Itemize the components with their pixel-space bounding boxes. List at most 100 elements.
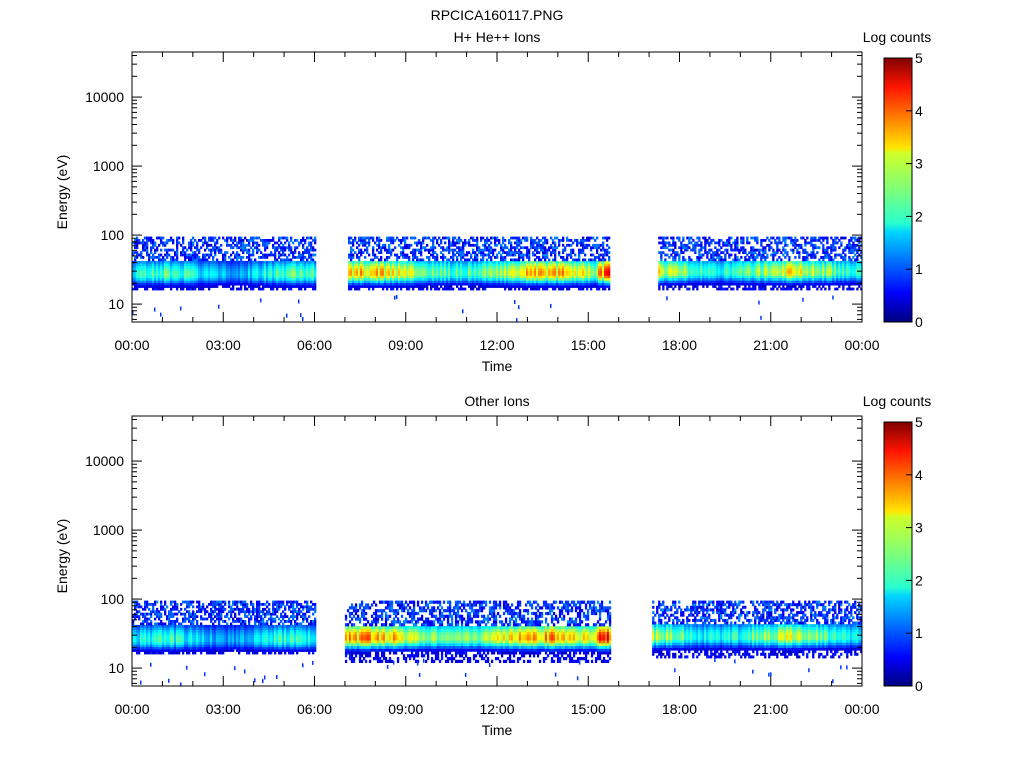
spectrogram-cell xyxy=(700,268,703,271)
spectrogram-cell xyxy=(280,273,283,276)
spectrogram-cell xyxy=(734,256,737,259)
spectrogram-cell xyxy=(604,285,607,288)
spectrogram-cell xyxy=(758,263,761,267)
spectrogram-cell xyxy=(180,275,183,279)
spectrogram-cell xyxy=(582,265,585,269)
spectrogram-cell xyxy=(306,285,309,288)
spectrogram-cell xyxy=(176,260,179,264)
spectrogram-cell xyxy=(684,268,687,271)
spectrogram-cell xyxy=(154,241,157,245)
spectrogram-cell xyxy=(592,243,595,247)
spectrogram-cell xyxy=(546,280,549,284)
spectrogram-cell xyxy=(788,275,791,279)
spectrogram-cell xyxy=(500,285,503,288)
spectrogram-cell xyxy=(778,265,781,269)
spectrogram-cell xyxy=(550,282,553,286)
spectrogram-cell xyxy=(210,270,213,274)
spectrogram-cell xyxy=(458,241,461,245)
spectrogram-cell xyxy=(456,265,459,269)
spectrogram-cell xyxy=(136,280,139,284)
spectrogram-cell xyxy=(138,277,141,281)
spectrogram-cell xyxy=(358,263,361,267)
spectrogram-cell xyxy=(678,253,681,257)
spectrogram-cell xyxy=(414,241,417,245)
spectrogram-cell xyxy=(350,268,353,271)
spectrogram-cell xyxy=(300,273,303,276)
spectrogram-cell xyxy=(738,258,741,262)
spectrogram-cell xyxy=(370,268,373,271)
spectrogram-cell xyxy=(804,239,807,242)
spectrogram-cell xyxy=(404,282,407,286)
spectrogram-cell xyxy=(224,277,227,281)
spectrogram-cell xyxy=(740,263,743,267)
spectrogram-cell xyxy=(174,270,177,274)
spectrogram-cell xyxy=(376,285,379,288)
spectrogram-cell xyxy=(804,256,807,259)
data-segment-3 xyxy=(658,236,863,320)
spectrogram-cell xyxy=(402,246,405,250)
spectrogram-cell xyxy=(214,275,217,279)
spectrogram-cell xyxy=(218,251,221,254)
spectrogram-cell xyxy=(670,263,673,267)
spectrogram-cell xyxy=(582,270,585,274)
spectrogram-cell xyxy=(572,285,575,288)
spectrogram-cell xyxy=(504,275,507,279)
spectrogram-cell xyxy=(310,258,313,262)
spectrogram-cell xyxy=(432,280,435,284)
spectrogram-cell xyxy=(374,265,377,269)
spectrogram-cell xyxy=(352,265,355,269)
spectrogram-cell xyxy=(762,277,765,281)
spectrogram-cell xyxy=(434,287,437,291)
spectrogram-cell xyxy=(606,268,609,271)
spectrogram-cell xyxy=(438,282,441,286)
spectrogram-cell xyxy=(208,256,211,259)
spectrogram-cell xyxy=(270,239,273,242)
spectrogram-cell xyxy=(428,265,431,269)
spectrogram-cell xyxy=(146,260,149,264)
spectrogram-cell xyxy=(784,277,787,281)
spectrogram-cell xyxy=(594,246,597,250)
spectrogram-cell xyxy=(586,282,589,286)
spectrogram-cell xyxy=(408,265,411,269)
spectrogram-cell xyxy=(474,280,477,284)
spectrogram-cell xyxy=(244,236,247,240)
spectrogram-cell xyxy=(760,275,763,279)
spectrogram-cell xyxy=(356,253,359,257)
spectrogram-cell xyxy=(260,251,263,254)
spectrogram-cell xyxy=(436,280,439,284)
spectrogram-cell xyxy=(524,246,527,250)
spectrogram-cell xyxy=(758,277,761,281)
spectrogram-cell xyxy=(258,265,261,269)
spectrogram-cell xyxy=(692,273,695,276)
spectrogram-cell xyxy=(716,282,719,286)
spectrogram-cell xyxy=(742,241,745,245)
spectrogram-cell xyxy=(160,236,163,240)
spectrogram-cell xyxy=(534,239,537,242)
spectrogram-cell xyxy=(536,256,539,259)
spectrogram-cell xyxy=(462,243,465,247)
spectrogram-cell xyxy=(240,282,243,286)
spectrogram-cell xyxy=(796,277,799,281)
spectrogram-cell xyxy=(436,275,439,279)
spectrogram-cell xyxy=(214,248,217,252)
spectrogram-cell xyxy=(272,246,275,250)
spectrogram-cell xyxy=(312,282,315,286)
spectrogram-cell xyxy=(206,258,209,262)
spectrogram-cell xyxy=(714,241,717,245)
spectrogram-cell xyxy=(606,239,609,242)
spectrogram-cell xyxy=(144,243,147,247)
spectrogram-cell xyxy=(414,285,417,288)
spectrogram-cell xyxy=(150,270,153,274)
spectrogram-cell xyxy=(132,253,135,257)
spectrogram-cell xyxy=(502,251,505,254)
spectrogram-cell xyxy=(430,282,433,286)
spectrogram-cell xyxy=(216,260,219,264)
spectrogram-cell xyxy=(672,256,675,259)
spectrogram-cell xyxy=(188,268,191,271)
spectrogram-cell xyxy=(422,258,425,262)
spectrogram-cell xyxy=(440,270,443,274)
spectrogram-cell xyxy=(762,282,765,286)
spectrogram-cell xyxy=(484,239,487,242)
spectrogram-cell xyxy=(682,270,685,274)
spectrogram-cell xyxy=(368,243,371,247)
